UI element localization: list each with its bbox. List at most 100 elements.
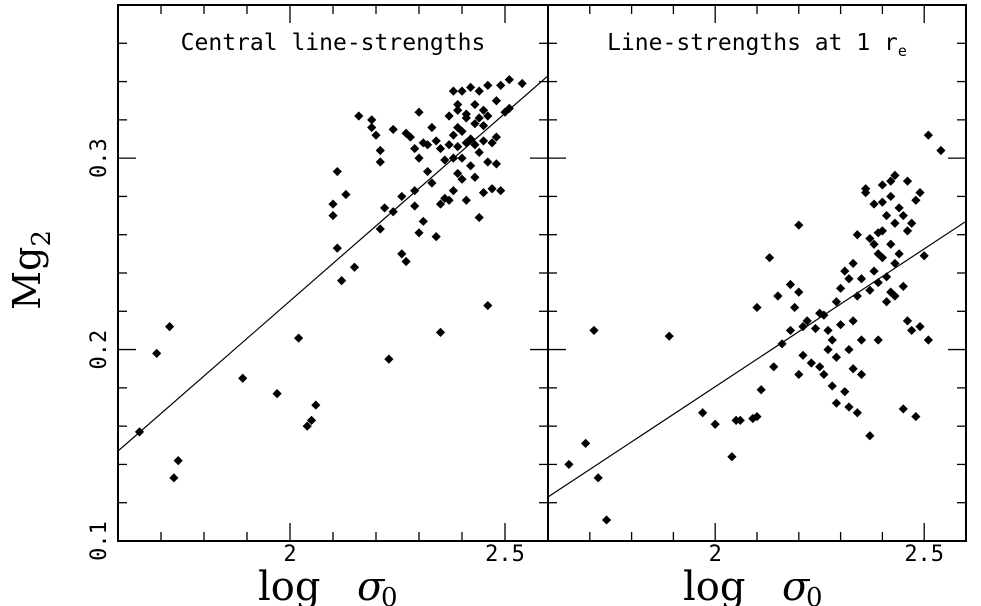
data-point-left — [294, 333, 304, 343]
data-point-right — [777, 339, 787, 349]
x-axis-label-left-log: log — [258, 564, 320, 606]
data-point-left — [478, 136, 489, 146]
panel-title-subscript: e — [898, 42, 907, 60]
data-point-right — [844, 402, 854, 412]
data-point-left — [453, 142, 463, 152]
data-point-right — [752, 302, 762, 313]
data-point-right — [819, 310, 829, 320]
data-point-right — [881, 272, 892, 282]
data-point-left — [418, 138, 428, 148]
data-point-right — [894, 249, 904, 259]
data-point-right — [865, 431, 875, 441]
data-point-left — [466, 82, 476, 92]
data-point-left — [410, 201, 420, 211]
data-point-left — [491, 96, 501, 106]
x-axis-label-left-sigma: σ — [357, 564, 386, 606]
data-point-left — [448, 153, 458, 163]
fit-line-right — [548, 220, 966, 498]
x-axis-label-right: log σ 0 — [683, 564, 823, 606]
data-point-right — [890, 258, 900, 269]
data-point-left — [435, 143, 446, 154]
data-point-left — [423, 166, 433, 177]
data-point-right — [848, 258, 858, 269]
data-point-left — [483, 157, 493, 167]
data-point-left — [341, 189, 351, 200]
data-point-left — [483, 80, 493, 90]
data-point-left — [453, 168, 463, 179]
data-point-right — [911, 195, 921, 205]
data-point-left — [401, 256, 411, 267]
data-point-right — [593, 473, 603, 483]
data-point-right — [886, 191, 896, 202]
data-point-left — [461, 138, 471, 148]
data-point-right — [865, 233, 875, 244]
data-point-right — [852, 291, 862, 301]
data-point-left — [388, 207, 398, 217]
data-point-left — [367, 122, 377, 133]
data-point-left — [444, 195, 454, 205]
x-tick-label-right: 2 — [709, 542, 722, 567]
data-point-left — [388, 124, 398, 135]
data-point-left — [457, 86, 467, 96]
data-point-right — [919, 251, 929, 261]
data-point-left — [453, 99, 463, 110]
data-point-right — [902, 226, 913, 236]
data-point-left — [478, 188, 489, 198]
data-point-right — [869, 239, 879, 249]
data-point-left — [440, 155, 450, 165]
data-point-left — [431, 136, 441, 146]
data-point-left — [431, 232, 441, 242]
data-point-left — [397, 191, 407, 202]
data-point-right — [827, 335, 837, 345]
data-point-left — [332, 243, 342, 253]
data-point-left — [470, 99, 480, 110]
x-axis-label-right-log: log — [683, 564, 745, 606]
panel-title-left: Central line-strengths — [181, 30, 486, 56]
data-point-right — [564, 459, 574, 470]
x-axis-label-left: log σ 0 — [258, 564, 398, 606]
data-point-right — [769, 362, 779, 372]
data-point-right — [844, 344, 854, 355]
data-point-right — [819, 369, 829, 380]
data-point-right — [794, 220, 804, 230]
data-point-right — [581, 438, 591, 448]
data-point-left — [457, 174, 467, 184]
data-point-left — [487, 138, 497, 148]
data-point-right — [869, 199, 879, 209]
data-point-right — [844, 274, 854, 284]
data-point-right — [886, 287, 896, 297]
data-point-right — [890, 170, 900, 180]
data-point-right — [794, 369, 804, 380]
data-point-right — [902, 176, 913, 186]
data-point-right — [852, 408, 862, 418]
data-point-right — [735, 415, 745, 425]
data-point-right — [852, 230, 862, 240]
data-point-left — [414, 107, 424, 117]
data-point-right — [848, 364, 858, 374]
x-tick-label-left: 2.5 — [485, 542, 525, 567]
data-point-right — [856, 369, 867, 380]
data-point-right — [877, 180, 887, 190]
data-point-right — [890, 218, 900, 228]
data-point-right — [840, 387, 850, 397]
data-point-right — [898, 281, 908, 291]
data-point-right — [823, 325, 833, 336]
data-point-left — [517, 78, 527, 89]
data-point-left — [332, 166, 342, 177]
data-point-right — [873, 228, 883, 238]
data-point-left — [444, 140, 454, 150]
svg-text:Mg2: Mg2 — [5, 230, 57, 310]
data-point-left — [504, 103, 514, 113]
data-point-right — [923, 335, 933, 345]
data-point-right — [727, 452, 737, 462]
data-point-right — [902, 316, 913, 326]
data-point-left — [397, 249, 407, 259]
data-point-right — [798, 322, 808, 332]
y-tick-label: 0.1 — [87, 521, 112, 561]
x-tick-label-left: 2 — [283, 542, 296, 567]
data-point-right — [881, 210, 892, 221]
data-point-left — [375, 224, 385, 234]
data-point-right — [840, 266, 850, 276]
data-point-left — [423, 140, 433, 150]
data-point-right — [810, 323, 821, 334]
